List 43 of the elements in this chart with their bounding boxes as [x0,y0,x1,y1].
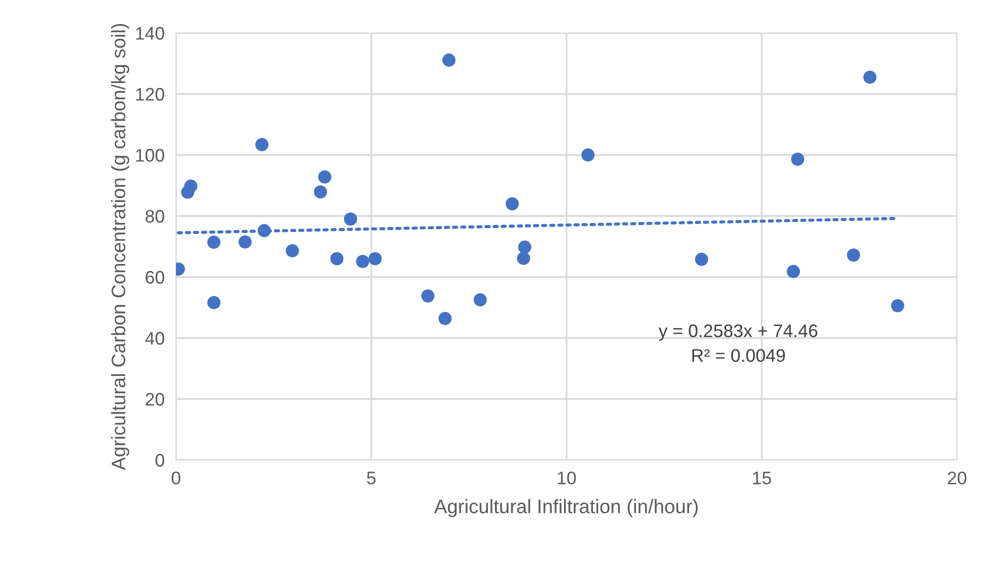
point [184,180,198,193]
annotation: y = 0.2583x + 74.46 R² = 0.0049 [658,324,818,362]
y-tick-label: 80 [146,210,164,223]
point [516,252,530,265]
point [344,212,358,226]
point [207,236,220,249]
y-tick-label: 140 [136,26,164,40]
x-axis-title: Agricultural Infiltration (in/hour) [434,499,698,518]
point [863,70,877,84]
y-tick-label: 100 [136,148,164,162]
y-tick-label: 60 [146,270,164,284]
point [356,254,370,268]
point [581,148,595,162]
point [846,248,860,262]
point [695,252,708,266]
x-tick-label: 0 [172,472,180,484]
point [258,224,271,238]
point [286,244,299,258]
point [238,235,252,249]
point [786,264,800,278]
x-tick-label: 10 [558,472,576,484]
y-tick-label: 120 [136,88,164,101]
point [318,170,332,184]
point [314,185,328,198]
point [442,54,456,67]
y-tick-label: 20 [146,392,164,406]
point [421,289,434,302]
point [207,296,220,310]
x-tick-label: 5 [366,472,376,484]
x-tick-label: 15 [753,472,772,484]
y-tick-label: 0 [156,454,164,467]
x-tick-label: 20 [948,472,966,484]
point [506,197,519,210]
point [330,252,344,266]
point [368,252,382,266]
y-axis-title: Agricultural Carbon Concentration (g carbon/kg soil) [111,24,130,470]
point [255,138,268,152]
point [518,240,532,254]
point [474,293,487,306]
point [791,152,804,166]
point [891,299,904,312]
point [438,312,452,326]
y-tick-label: 40 [145,332,164,345]
